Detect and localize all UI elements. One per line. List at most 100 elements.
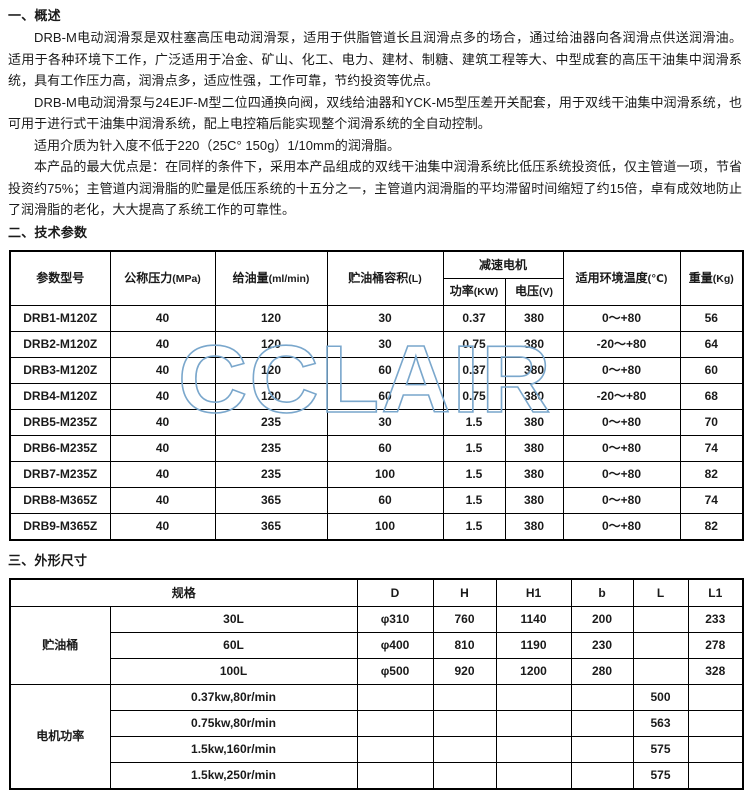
cell-pressure: 40 xyxy=(109,486,216,514)
cell-D xyxy=(356,735,434,763)
cell-pressure: 40 xyxy=(109,304,216,332)
cell-tank: 60 xyxy=(326,382,444,410)
cell-weight: 60 xyxy=(679,356,744,384)
cell-voltage: 380 xyxy=(504,304,564,332)
cell-voltage: 380 xyxy=(504,382,564,410)
cell-weight: 56 xyxy=(679,304,744,332)
cell-flow: 120 xyxy=(214,304,328,332)
cell-weight: 74 xyxy=(679,486,744,514)
dimensions-table: 规格 D H H1 b L L1 贮油桶 30L φ310 760 1140 2… xyxy=(9,577,745,790)
cell-spec: 1.5kw,160r/min xyxy=(109,735,358,763)
cell-L xyxy=(632,657,689,685)
cell-pressure: 40 xyxy=(109,382,216,410)
table-row: 贮油桶 30L φ310 760 1140 200 233 xyxy=(9,605,744,685)
header-weight: 重量(Kg) xyxy=(679,250,744,306)
cell-temperature: 0～+80 xyxy=(562,408,681,436)
table-row: DRB2-M120Z 40 120 30 0.75 380 -20～+80 64 xyxy=(9,330,744,358)
cell-flow: 120 xyxy=(214,330,328,358)
cell-model: DRB7-M235Z xyxy=(9,460,111,488)
table-row: DRB6-M235Z 40 235 60 1.5 380 0～+80 74 xyxy=(9,434,744,462)
cell-voltage: 380 xyxy=(504,408,564,436)
table-row: DRB8-M365Z 40 365 60 1.5 380 0～+80 74 xyxy=(9,486,744,514)
cell-tank: 30 xyxy=(326,408,444,436)
header-D: D xyxy=(356,578,434,607)
cell-pressure: 40 xyxy=(109,512,216,540)
cell-spec: 30L xyxy=(109,605,358,633)
dimensions-heading: 三、外形尺寸 xyxy=(8,552,88,568)
table-row: 1.5kw,160r/min 575 xyxy=(10,735,744,763)
cell-power: 0.37 xyxy=(442,304,506,332)
specs-header-row-2: 功率(KW) 电压(V) xyxy=(10,277,743,306)
cell-category-tank: 贮油桶 xyxy=(9,605,111,685)
cell-H: 810 xyxy=(432,631,497,659)
cell-voltage: 380 xyxy=(504,486,564,514)
cell-b xyxy=(570,683,634,711)
cell-power: 0.75 xyxy=(442,330,506,358)
cell-L1 xyxy=(687,735,744,763)
cell-H1 xyxy=(495,735,572,763)
header-voltage: 电压(V) xyxy=(504,277,564,306)
cell-pressure: 40 xyxy=(109,434,216,462)
header-L: L xyxy=(632,578,689,607)
cell-weight: 68 xyxy=(679,382,744,410)
header-tank-unit: (L) xyxy=(408,272,422,285)
cell-voltage: 380 xyxy=(504,356,564,384)
cell-L1: 278 xyxy=(687,631,744,659)
specs-table: 参数型号 公称压力(MPa) 给油量(ml/min) 贮油桶容积(L) 减速电机… xyxy=(9,249,745,541)
cell-b: 230 xyxy=(570,631,634,659)
overview-paragraph-2: DRB-M电动润滑泵与24EJF-M型二位四通换向阀，双线给油器和YCK-M5型… xyxy=(8,94,742,132)
header-model: 参数型号 xyxy=(9,250,111,306)
header-voltage-label: 电压 xyxy=(515,284,540,298)
cell-tank: 60 xyxy=(326,356,444,384)
cell-voltage: 380 xyxy=(504,512,564,540)
cell-H: 920 xyxy=(432,657,497,685)
table-row: 电机功率 0.37kw,80r/min 500 xyxy=(9,683,744,789)
cell-H xyxy=(432,735,497,763)
table-row: 0.75kw,80r/min 563 xyxy=(10,709,744,737)
table-row: 100L φ500 920 1200 280 328 xyxy=(10,657,744,685)
cell-voltage: 380 xyxy=(504,460,564,488)
header-power-label: 功率 xyxy=(449,284,474,298)
cell-spec: 1.5kw,250r/min xyxy=(109,761,358,789)
table-row: DRB4-M120Z 40 120 60 0.75 380 -20～+80 68 xyxy=(9,382,744,410)
header-flow-label: 给油量 xyxy=(232,270,269,285)
cell-model: DRB8-M365Z xyxy=(9,486,111,514)
cell-model: DRB2-M120Z xyxy=(9,330,111,358)
cell-power: 1.5 xyxy=(442,408,506,436)
cell-pressure: 40 xyxy=(109,356,216,384)
dimensions-table-body: 贮油桶 30L φ310 760 1140 200 233 60L φ400 8… xyxy=(9,605,744,789)
specs-table-head: 参数型号 公称压力(MPa) 给油量(ml/min) 贮油桶容积(L) 减速电机… xyxy=(9,250,744,306)
cell-H xyxy=(432,709,497,737)
overview-paragraph-4: 本产品的最大优点是：在同样的条件下，采用本产品组成的双线干油集中润滑系统比低压系… xyxy=(8,159,742,217)
header-weight-unit: (Kg) xyxy=(712,272,734,285)
cell-model: DRB4-M120Z xyxy=(9,382,111,410)
cell-b xyxy=(570,709,634,737)
cell-spec: 60L xyxy=(109,631,358,659)
cell-power: 1.5 xyxy=(442,486,506,514)
cell-weight: 74 xyxy=(679,434,744,462)
header-tank: 贮油桶容积(L) xyxy=(326,250,444,306)
cell-temperature: 0～+80 xyxy=(562,460,681,488)
cell-b xyxy=(570,761,634,789)
cell-spec: 100L xyxy=(109,657,358,685)
table-row: 60L φ400 810 1190 230 278 xyxy=(10,631,744,659)
header-H1: H1 xyxy=(495,578,572,607)
header-H: H xyxy=(432,578,497,607)
header-power-unit: (KW) xyxy=(473,286,499,298)
cell-flow: 235 xyxy=(214,460,328,488)
header-temperature-unit: (℃) xyxy=(647,272,668,285)
cell-L: 500 xyxy=(632,683,689,711)
cell-temperature: 0～+80 xyxy=(562,356,681,384)
cell-D xyxy=(356,683,434,711)
cell-temperature: -20～+80 xyxy=(562,382,681,410)
header-pressure: 公称压力(MPa) xyxy=(109,250,216,306)
cell-temperature: 0～+80 xyxy=(562,486,681,514)
cell-category-motor-power: 电机功率 xyxy=(9,683,111,789)
cell-flow: 235 xyxy=(214,408,328,436)
dimensions-table-head: 规格 D H H1 b L L1 xyxy=(9,578,744,607)
cell-L: 563 xyxy=(632,709,689,737)
cell-pressure: 40 xyxy=(109,460,216,488)
cell-D: φ500 xyxy=(356,657,434,685)
cell-H1: 1190 xyxy=(495,631,572,659)
cell-tank: 30 xyxy=(326,304,444,332)
